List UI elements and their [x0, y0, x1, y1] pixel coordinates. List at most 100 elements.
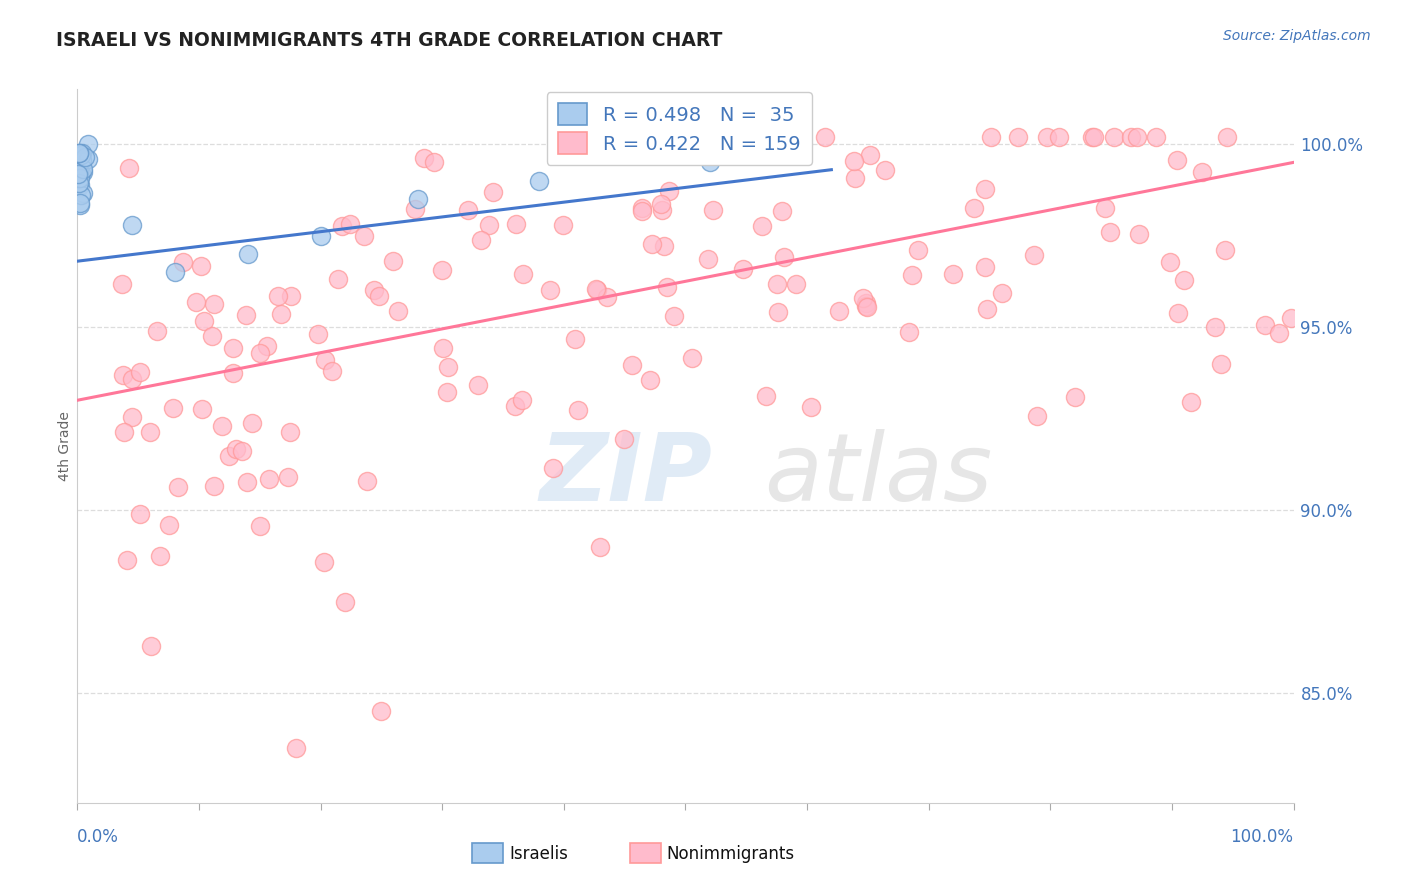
Point: [1216, 129, 1239, 144]
Point: [70, 188, 93, 202]
Point: [312, 555, 335, 569]
Point: [772, 251, 794, 265]
Point: [658, 184, 681, 198]
Point: [172, 255, 194, 269]
Point: [333, 594, 356, 608]
Point: [321, 364, 343, 378]
Point: [640, 237, 662, 252]
Point: [1047, 129, 1070, 144]
Point: [963, 201, 986, 215]
Point: [457, 203, 479, 218]
Point: [470, 233, 492, 247]
Point: [67, 164, 90, 178]
Point: [681, 351, 703, 366]
Point: [249, 345, 271, 359]
Point: [655, 279, 678, 293]
Point: [436, 385, 458, 400]
Point: [67, 146, 90, 161]
Point: [759, 147, 782, 161]
Point: [538, 283, 561, 297]
Point: [898, 325, 921, 339]
Point: [277, 469, 299, 483]
Point: [567, 403, 589, 417]
Point: [66, 181, 89, 195]
Point: [1215, 243, 1237, 257]
Point: [77, 152, 100, 166]
Point: [70, 148, 93, 162]
Point: [1081, 129, 1104, 144]
Text: ZIP: ZIP: [540, 428, 713, 521]
Point: [146, 324, 169, 338]
Text: ISRAELI VS NONIMMIGRANTS 4TH GRADE CORRELATION CHART: ISRAELI VS NONIMMIGRANTS 4TH GRADE CORRE…: [56, 31, 723, 50]
Point: [973, 182, 995, 196]
Point: [387, 304, 409, 318]
Point: [67, 172, 90, 186]
Point: [222, 366, 245, 380]
Point: [619, 129, 641, 144]
Point: [638, 373, 661, 387]
Point: [259, 472, 281, 486]
Point: [852, 291, 875, 305]
Point: [551, 219, 574, 233]
Point: [406, 192, 429, 206]
Point: [69, 195, 91, 210]
Point: [235, 309, 257, 323]
Point: [901, 268, 924, 282]
Point: [370, 704, 392, 718]
Point: [650, 197, 672, 211]
Point: [1268, 326, 1291, 340]
Point: [367, 289, 389, 303]
Point: [1209, 357, 1232, 371]
Text: 0.0%: 0.0%: [77, 828, 120, 846]
Point: [1167, 306, 1189, 320]
Point: [679, 129, 702, 144]
Point: [855, 299, 877, 313]
Point: [696, 252, 718, 266]
Point: [236, 475, 259, 489]
Point: [356, 474, 378, 488]
Point: [285, 740, 308, 755]
Point: [1064, 390, 1087, 404]
Point: [69, 178, 91, 192]
Point: [467, 377, 489, 392]
Point: [72, 146, 94, 161]
Point: [121, 410, 143, 425]
Point: [70, 153, 93, 168]
Point: [249, 519, 271, 533]
Point: [339, 217, 361, 231]
Point: [221, 341, 243, 355]
Point: [976, 302, 998, 317]
Point: [991, 285, 1014, 300]
Point: [270, 307, 292, 321]
Point: [184, 295, 207, 310]
Point: [752, 140, 775, 154]
Point: [505, 217, 527, 231]
Point: [1204, 319, 1226, 334]
Point: [157, 518, 180, 533]
Point: [225, 442, 247, 456]
Point: [942, 267, 965, 281]
Point: [1007, 129, 1029, 144]
Point: [844, 171, 866, 186]
Point: [72, 186, 94, 201]
Point: [280, 289, 302, 303]
Point: [69, 166, 91, 180]
Point: [69, 171, 91, 186]
Point: [139, 639, 162, 653]
Point: [699, 155, 721, 169]
Point: [1083, 129, 1105, 144]
Point: [202, 296, 225, 310]
Point: [240, 417, 263, 431]
Point: [980, 129, 1002, 144]
Point: [432, 341, 454, 355]
Point: [586, 283, 609, 297]
Point: [1254, 318, 1277, 332]
Text: 100.0%: 100.0%: [1230, 828, 1294, 846]
Point: [267, 288, 290, 302]
Text: Source: ZipAtlas.com: Source: ZipAtlas.com: [1223, 29, 1371, 43]
Point: [631, 203, 654, 218]
Point: [381, 253, 404, 268]
Point: [67, 176, 90, 190]
Point: [664, 310, 686, 324]
Point: [755, 389, 778, 403]
